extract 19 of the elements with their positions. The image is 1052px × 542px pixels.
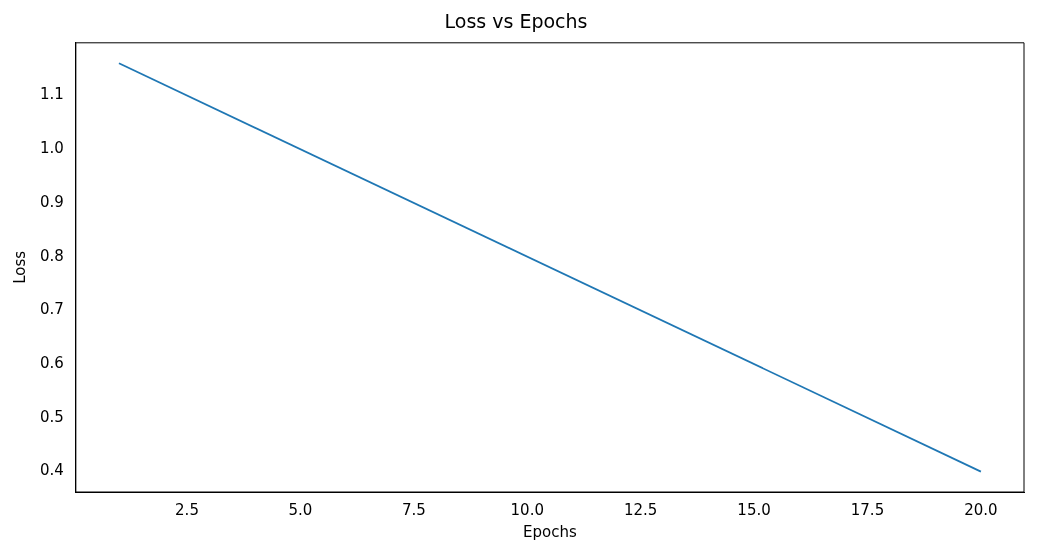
- x-tick-label: 10.0: [510, 500, 544, 519]
- y-tick-label: 0.8: [40, 246, 64, 265]
- x-tick-label: 7.5: [401, 500, 426, 519]
- x-tick-label: 12.5: [623, 500, 658, 519]
- y-tick-label: 0.5: [40, 407, 64, 426]
- x-tick-label: 5.0: [288, 500, 313, 519]
- y-tick-label: 0.9: [40, 192, 64, 211]
- y-tick-label: 0.6: [40, 354, 64, 373]
- y-tick-label: 1.1: [40, 85, 64, 104]
- y-axis-title: Loss: [10, 250, 29, 284]
- y-tick-label: 1.0: [40, 139, 64, 158]
- x-tick-label: 15.0: [737, 500, 771, 519]
- y-tick-label: 0.7: [40, 300, 64, 319]
- x-tick-label: 20.0: [964, 500, 998, 519]
- y-tick-label: 0.4: [40, 461, 64, 480]
- x-tick-label: 2.5: [175, 500, 199, 519]
- x-tick-label: 17.5: [850, 500, 885, 519]
- x-axis-title: Epochs: [523, 522, 577, 541]
- chart-title: Loss vs Epochs: [444, 10, 588, 33]
